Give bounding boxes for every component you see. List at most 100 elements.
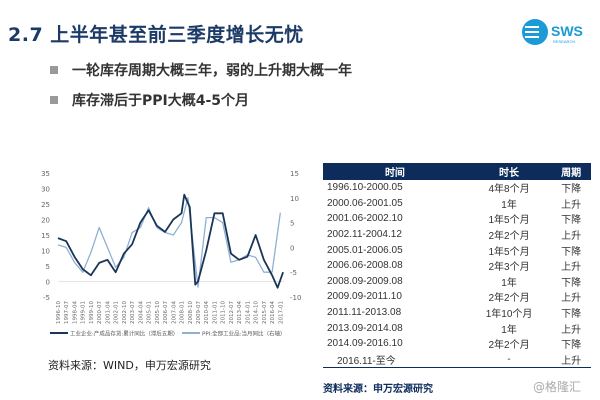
x-tick-label: 2003-07 (130, 301, 136, 324)
x-tick-label: 2014-01 (245, 301, 251, 324)
column-header: 周期 (551, 163, 591, 180)
table-cell: 上升 (561, 231, 582, 243)
table-cell: 1年10个月 (485, 309, 533, 321)
table-row: 2000.06-2001.05 1年 上升 (323, 196, 591, 212)
table-row: 2006.06-2008.08 2年3个月 上升 (323, 258, 591, 274)
table-cell: 2年2个月 (488, 293, 530, 305)
y-right-tick-label: -10 (290, 294, 301, 302)
y-right-tick-label: -5 (290, 269, 297, 277)
x-tick-label: 2017-01 (278, 301, 284, 324)
x-tick-label: 2016-04 (270, 301, 276, 324)
sws-logo: SWS RESEARCH (522, 19, 583, 45)
table-row: 2016.11-至今 - 上升 (323, 351, 591, 369)
table-cell: 2014.09-2016.10 (327, 338, 403, 350)
y-left-tick-label: 0 (46, 279, 50, 287)
x-tick-label: 2011-10 (221, 301, 227, 324)
table-header: 时间 时长 周期 (323, 163, 591, 180)
bullet-square-icon (50, 66, 58, 74)
x-tick-label: 2014-10 (254, 301, 260, 324)
table-row: 2001.06-2002.10 1年5个月 下降 (323, 211, 591, 227)
x-tick-label: 1996-10 (56, 301, 62, 324)
x-tick-label: 1999-10 (89, 301, 95, 324)
table-cell: 2年2个月 (488, 340, 530, 352)
table-cell: 2年2个月 (488, 231, 530, 243)
svg-text:RESEARCH: RESEARCH (553, 39, 575, 44)
bullet-square-icon (50, 96, 58, 104)
x-tick-label: 2011-01 (212, 301, 218, 324)
table-cell: 上升 (551, 351, 591, 369)
table-cell: 上升 (561, 199, 582, 211)
table-cell: 下降 (561, 277, 582, 289)
y-left-tick-label: 20 (41, 217, 50, 225)
table-row: 1996.10-2000.05 4年8个月 下降 (323, 180, 591, 196)
x-tick-label: 2013-04 (237, 301, 243, 324)
x-tick-label: 2006-07 (163, 301, 169, 324)
table-row: 2008.09-2009.08 1年 下降 (323, 274, 591, 290)
x-tick-label: 2000-07 (97, 301, 103, 324)
table-cell: 下降 (561, 340, 582, 352)
table-row: 2009.09-2011.10 2年2个月 上升 (323, 289, 591, 305)
y-left-tick-label: 35 (41, 170, 50, 178)
table-cell: 下降 (561, 309, 582, 321)
table-cell: 下降 (561, 246, 582, 258)
watermark: @格隆汇 (533, 380, 582, 394)
y-left-tick-label: 5 (46, 263, 50, 271)
table-cell: 1年 (501, 324, 517, 336)
table-cell: 2005.01-2006.05 (327, 244, 403, 256)
table-cell: 1年 (501, 199, 517, 211)
table-row: 2013.09-2014.08 1年 上升 (323, 320, 591, 336)
x-tick-label: 1999-01 (81, 301, 87, 324)
table-cell: 2001.06-2002.10 (327, 213, 403, 225)
x-tick-label: 1998-04 (72, 301, 78, 324)
bullet-item: 库存滞后于PPI大概4-5个月 (50, 90, 249, 110)
table-cell: 2013.09-2014.08 (327, 322, 403, 334)
table-cell: 2000.06-2001.05 (327, 197, 403, 209)
inventory-ppi-chart: -5 0 5 10 15 20 25 30 35 -10 -5 0 5 10 15 1996-10 1997-0… (41, 170, 301, 338)
table-cell: 2009.09-2011.10 (327, 291, 402, 303)
y-right-tick-label: 10 (290, 195, 299, 203)
x-tick-label: 2010-04 (204, 301, 210, 324)
table-cell: 2002.11-2004.12 (327, 229, 402, 241)
y-left-tick-label: 30 (41, 186, 50, 194)
table-cell: 上升 (561, 293, 582, 305)
table-cell: 下降 (561, 215, 582, 227)
table-row: 2014.09-2016.10 2年2个月 下降 (323, 336, 591, 352)
series-line-0 (57, 193, 284, 289)
svg-text:SWS: SWS (551, 23, 583, 39)
table-cell: 1996.10-2000.05 (327, 182, 403, 194)
x-tick-label: 2002-10 (122, 301, 128, 324)
table-cell: 1年5个月 (488, 215, 530, 227)
x-tick-label: 2002-01 (114, 301, 120, 324)
x-tick-label: 2015-07 (262, 301, 268, 324)
x-tick-label: 2008-10 (188, 301, 194, 324)
legend-label: PPI:全部工业品:当月同比（右轴） (202, 330, 285, 338)
x-tick-label: 1997-07 (64, 301, 70, 324)
table-cell: 2016.11-至今 (323, 351, 467, 369)
x-tick-label: 2012-07 (229, 301, 235, 324)
legend-label: 工业企业:产成品存货:累计同比（滞后五期） (70, 330, 178, 338)
y-left-tick-label: 10 (41, 248, 50, 256)
bullet-text: 一轮库存周期大概三年，弱的上升期大概一年 (72, 63, 352, 79)
table-source: 资料来源：申万宏源研究 (323, 384, 433, 395)
y-right-tick-label: 5 (290, 220, 294, 228)
table-cell: 1年 (501, 277, 517, 289)
x-tick-label: 2008-01 (180, 301, 186, 324)
y-right-tick-label: 15 (290, 170, 299, 178)
table-cell: 2006.06-2008.08 (327, 260, 403, 272)
table-cell: - (466, 351, 552, 369)
table-cell: 1年5个月 (488, 246, 530, 258)
x-tick-label: 2005-10 (155, 301, 161, 324)
table-row: 2011.11-2013.08 1年10个月 下降 (323, 305, 591, 321)
table-row: 2005.01-2006.05 1年5个月 下降 (323, 242, 591, 258)
bullet-text: 库存滞后于PPI大概4-5个月 (72, 93, 250, 109)
x-tick-label: 2004-04 (138, 301, 144, 324)
table-cell: 2011.11-2013.08 (327, 307, 402, 319)
table-cell: 2008.09-2009.08 (327, 275, 403, 287)
table-cell: 4年8个月 (488, 184, 530, 196)
table-row: 2002.11-2004.12 2年2个月 上升 (323, 227, 591, 243)
y-left-tick-label: 25 (41, 201, 50, 209)
chart-source: 资料来源：WIND，申万宏源研究 (48, 359, 211, 372)
y-left-tick-label: -5 (43, 294, 50, 302)
column-header: 时长 (466, 163, 552, 180)
table-cell: 上升 (561, 262, 582, 274)
